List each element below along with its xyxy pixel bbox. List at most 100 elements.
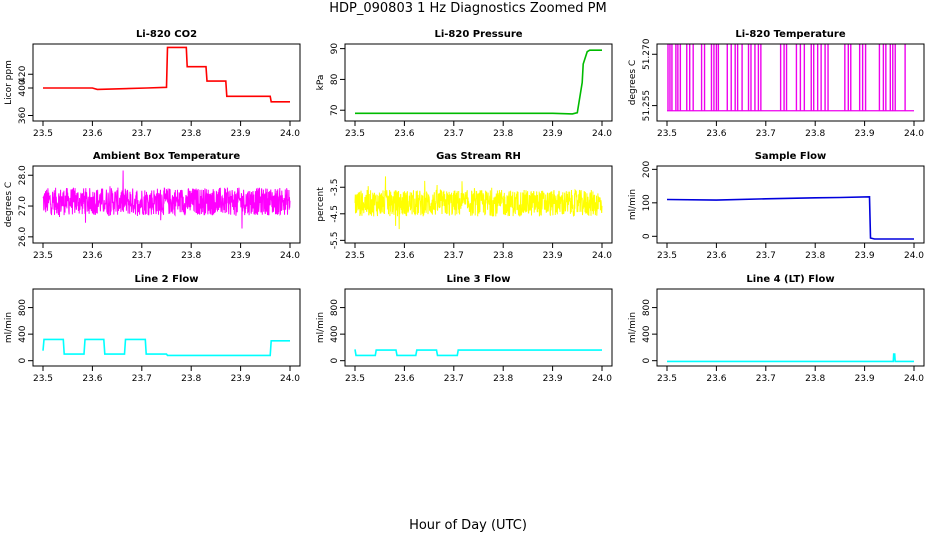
x-tick-label: 24.0: [280, 251, 300, 261]
panel-8: Line 3 Flow ml/min 23.5 23.6 23.7 23.8 23.9 24.…: [316, 274, 613, 384]
x-tick-label: 23.5: [657, 129, 677, 139]
x-tick-label: 24.0: [592, 374, 612, 384]
x-tick-label: 23.9: [543, 129, 563, 139]
y-tick-label: 800: [18, 299, 28, 316]
x-tick-label: 23.7: [756, 251, 776, 261]
y-tick-label: 800: [642, 299, 652, 316]
series-noise-line: [42, 170, 291, 229]
y-tick-label: 800: [330, 299, 340, 316]
series-line: [667, 353, 914, 363]
x-tick-label: 23.5: [33, 251, 53, 261]
x-tick-label: 23.6: [82, 129, 102, 139]
y-tick-label: 0: [330, 358, 340, 364]
series-line: [355, 49, 602, 115]
x-tick-label: 24.0: [280, 129, 300, 139]
plot-frame: [32, 165, 301, 244]
x-tick-label: 23.6: [82, 374, 102, 384]
x-tick-label: 23.8: [493, 129, 513, 139]
x-tick-label: 23.9: [543, 251, 563, 261]
x-tick-label: 23.6: [82, 251, 102, 261]
plot-frame: [32, 43, 301, 122]
series-line: [42, 338, 290, 357]
figure-title: HDP_090803 1 Hz Diagnostics Zoomed PM: [329, 1, 607, 16]
x-tick-label: 23.9: [855, 374, 875, 384]
x-tick-label: 23.7: [756, 374, 776, 384]
x-tick-label: 23.7: [132, 251, 152, 261]
x-tick-label: 23.6: [394, 251, 414, 261]
y-tick-label: 360: [18, 107, 28, 124]
panel-3: Li-820 Temperature degrees C 23.5 23.6 23.7 2…: [628, 29, 925, 139]
plot-frame: [344, 165, 613, 244]
plot-frame: [32, 288, 301, 367]
x-tick-label: 23.8: [493, 251, 513, 261]
panel-title: Ambient Box Temperature: [93, 151, 240, 162]
y-tick-label: 0: [18, 358, 28, 364]
y-tick-label: 28.0: [18, 165, 28, 185]
y-axis-label: kPa: [316, 75, 326, 91]
plot-frame: [656, 165, 925, 244]
series-line: [43, 46, 290, 103]
y-tick-label: 100: [642, 194, 652, 211]
x-tick-label: 24.0: [592, 251, 612, 261]
x-tick-label: 23.8: [805, 129, 825, 139]
y-tick-label: 51.270: [642, 38, 652, 70]
y-axis-label: ml/min: [628, 189, 638, 220]
y-axis-label: Licor ppm: [4, 60, 14, 105]
x-tick-label: 23.8: [181, 129, 201, 139]
panel-title: Li-820 Temperature: [735, 29, 845, 40]
x-tick-label: 23.5: [345, 129, 365, 139]
x-tick-label: 23.8: [181, 374, 201, 384]
panel-title: Li-820 Pressure: [434, 29, 522, 40]
x-tick-label: 23.7: [444, 129, 464, 139]
x-tick-label: 23.5: [33, 374, 53, 384]
y-tick-label: 90: [330, 43, 340, 55]
x-tick-label: 23.5: [657, 251, 677, 261]
panel-title: Line 4 (LT) Flow: [746, 274, 834, 285]
x-tick-label: 23.8: [805, 251, 825, 261]
x-tick-label: 23.5: [657, 374, 677, 384]
y-tick-label: 420: [18, 65, 28, 82]
panel-4: Ambient Box Temperature degrees C 23.5 23.6…: [4, 151, 301, 261]
x-tick-label: 23.5: [33, 129, 53, 139]
panel-9: Line 4 (LT) Flow ml/min 23.5 23.6 23.7 23.8 23…: [628, 274, 925, 384]
y-tick-label: 70: [330, 104, 340, 116]
panel-6: Sample Flow ml/min 23.5 23.6 23.7 23.8 23.9 24.…: [628, 151, 925, 261]
panel-7: Line 2 Flow ml/min 23.5 23.6 23.7 23.8 23.9 24.…: [4, 274, 301, 384]
panel-title: Li-820 CO2: [136, 29, 197, 40]
x-tick-label: 23.8: [493, 374, 513, 384]
x-tick-label: 23.9: [543, 374, 563, 384]
x-tick-label: 23.7: [444, 251, 464, 261]
x-tick-label: 23.6: [706, 129, 726, 139]
panel-5: Gas Stream RH percent 23.5 23.6 23.7 23.8 23.9…: [316, 151, 613, 261]
x-tick-label: 23.9: [231, 374, 251, 384]
y-tick-label: 400: [18, 325, 28, 342]
x-tick-label: 23.9: [231, 251, 251, 261]
series-line: [354, 349, 602, 357]
x-tick-label: 23.9: [231, 129, 251, 139]
y-tick-label: 400: [642, 325, 652, 342]
x-tick-label: 23.7: [132, 129, 152, 139]
plot-frame: [344, 288, 613, 367]
y-tick-label: 0: [642, 233, 652, 239]
y-axis-label: ml/min: [628, 312, 638, 343]
x-tick-label: 23.5: [345, 374, 365, 384]
panel-title: Line 3 Flow: [447, 274, 511, 285]
series-noise-line: [354, 176, 603, 230]
y-axis-label: ml/min: [4, 312, 14, 343]
plot-frame: [344, 43, 613, 122]
x-tick-label: 23.8: [805, 374, 825, 384]
y-tick-label: 51.255: [642, 90, 652, 122]
y-tick-label: -3.5: [330, 178, 340, 196]
x-tick-label: 23.9: [855, 129, 875, 139]
y-tick-label: 27.0: [18, 196, 28, 216]
y-tick-label: -5.5: [330, 232, 340, 250]
x-axis-title: Hour of Day (UTC): [409, 518, 527, 533]
y-axis-label: degrees C: [4, 182, 14, 227]
x-tick-label: 23.6: [394, 129, 414, 139]
x-tick-label: 23.5: [345, 251, 365, 261]
x-tick-label: 24.0: [904, 251, 924, 261]
x-tick-label: 23.7: [132, 374, 152, 384]
y-tick-label: 80: [330, 73, 340, 85]
x-tick-label: 23.7: [756, 129, 776, 139]
